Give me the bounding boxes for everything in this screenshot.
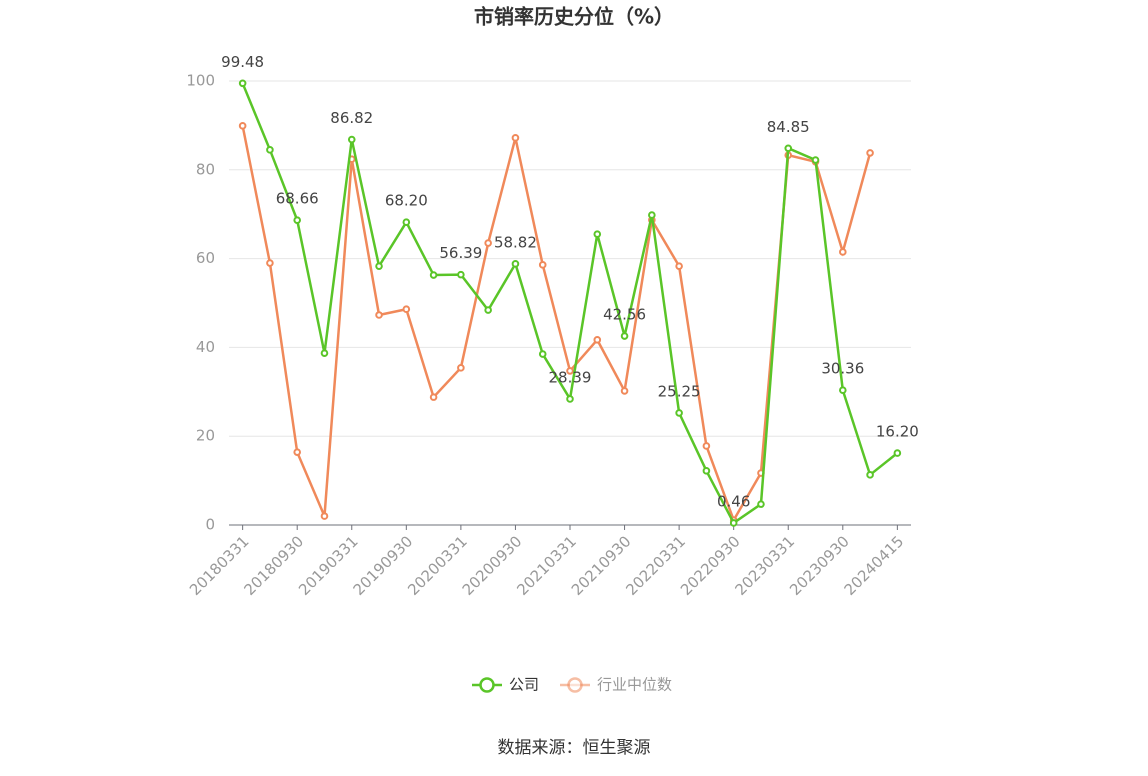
data-label: 58.82 [494, 233, 537, 251]
legend-marker [567, 677, 583, 693]
data-point [347, 135, 356, 144]
data-point [457, 364, 465, 372]
data-point [484, 306, 492, 314]
data-point [566, 395, 574, 403]
data-point [511, 134, 520, 142]
data-point [538, 261, 547, 269]
legend-marker [479, 677, 495, 693]
data-point [320, 349, 329, 357]
legend-item[interactable]: 行业中位数 [560, 676, 672, 694]
data-point [429, 393, 438, 401]
y-tick-label: 80 [196, 160, 215, 178]
x-tick-label: 20240415 [841, 532, 908, 599]
data-point [593, 336, 602, 344]
data-point [893, 449, 902, 457]
data-point [620, 332, 629, 340]
data-point [538, 350, 547, 358]
data-point [784, 144, 793, 153]
data-label: 68.66 [276, 190, 319, 208]
data-point [429, 271, 438, 279]
data-point [375, 311, 383, 319]
data-point [866, 149, 874, 157]
legend-label: 公司 [509, 676, 539, 694]
data-point [811, 156, 820, 164]
data-point [375, 262, 383, 270]
series-line [241, 125, 872, 524]
data-point [457, 270, 465, 279]
source: 数据来源：恒生聚源 [498, 738, 651, 758]
data-point [266, 146, 274, 154]
data-point [402, 305, 411, 314]
data-point [702, 467, 711, 475]
legend-item[interactable]: 公司 [472, 676, 539, 694]
data-point [511, 260, 520, 268]
data-point [729, 519, 738, 527]
data-point [566, 367, 574, 375]
data-label: 56.39 [439, 244, 482, 262]
data-point [839, 386, 847, 395]
data-point [320, 512, 329, 520]
data-point [839, 248, 847, 256]
data-point [238, 79, 247, 88]
data-label: 68.20 [385, 192, 428, 210]
data-label: 28.39 [549, 368, 592, 386]
data-point [593, 230, 602, 238]
data-point [757, 500, 765, 508]
data-point [484, 239, 492, 247]
data-label: 25.25 [658, 382, 701, 400]
data-point [238, 122, 247, 130]
data-point [620, 387, 629, 395]
data-point [402, 218, 411, 226]
data-point [293, 216, 302, 224]
data-point [702, 442, 711, 450]
data-label: 0.46 [717, 492, 750, 510]
data-point [866, 471, 874, 479]
y-tick-label: 40 [196, 338, 215, 356]
data-label: 42.56 [603, 306, 646, 324]
data-point [675, 409, 683, 417]
data-label: 84.85 [767, 118, 810, 136]
y-tick-label: 0 [205, 516, 215, 534]
data-label: 99.48 [221, 53, 264, 71]
data-point [266, 259, 274, 267]
y-tick-label: 20 [196, 427, 215, 445]
y-tick-label: 100 [186, 72, 215, 90]
data-label: 16.20 [876, 423, 919, 441]
data-label: 30.36 [821, 360, 864, 378]
y-tick-label: 60 [196, 249, 215, 267]
data-point [648, 211, 656, 219]
data-point [293, 448, 302, 456]
data-point [675, 262, 683, 270]
legend-label: 行业中位数 [597, 676, 672, 694]
chart-title: 市销率历史分位（%） [474, 5, 674, 29]
data-label: 86.82 [330, 109, 373, 127]
